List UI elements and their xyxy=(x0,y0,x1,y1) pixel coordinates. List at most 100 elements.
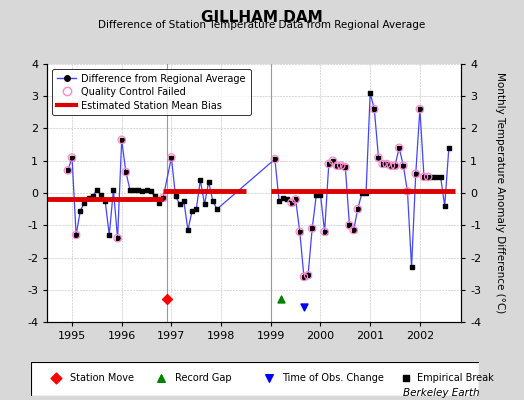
Text: Record Gap: Record Gap xyxy=(175,373,232,383)
Point xyxy=(401,375,410,382)
Point xyxy=(416,106,424,112)
Point xyxy=(316,192,325,198)
Point xyxy=(366,90,374,96)
Point xyxy=(93,186,101,193)
Point xyxy=(354,206,362,212)
Point xyxy=(411,170,420,177)
Point xyxy=(68,154,76,161)
Point xyxy=(72,232,80,238)
Point xyxy=(176,201,184,208)
Point xyxy=(370,106,378,112)
Point xyxy=(287,200,296,206)
Point xyxy=(138,188,147,194)
Point xyxy=(324,161,333,167)
Point xyxy=(283,196,291,203)
Point xyxy=(403,188,412,194)
Point xyxy=(109,186,117,193)
Legend: Difference from Regional Average, Quality Control Failed, Estimated Station Mean: Difference from Regional Average, Qualit… xyxy=(52,69,250,115)
Point xyxy=(147,188,155,194)
Point xyxy=(333,162,341,169)
Point xyxy=(122,169,130,175)
Point xyxy=(329,158,337,164)
Point xyxy=(64,167,72,174)
Point xyxy=(200,201,209,208)
Point xyxy=(395,145,403,151)
Point xyxy=(374,154,383,161)
Point xyxy=(320,228,329,235)
Point xyxy=(333,162,341,169)
Point xyxy=(420,174,428,180)
Point xyxy=(192,206,201,212)
Point xyxy=(167,154,176,161)
Point xyxy=(391,162,399,169)
Text: GILLHAM DAM: GILLHAM DAM xyxy=(201,10,323,25)
Point xyxy=(387,162,395,169)
Point xyxy=(279,195,287,201)
Point xyxy=(157,375,166,382)
Point xyxy=(329,158,337,164)
Point xyxy=(277,296,285,303)
Point xyxy=(320,228,329,235)
Point xyxy=(300,274,308,280)
Point xyxy=(101,198,110,204)
Point xyxy=(213,206,221,212)
Point xyxy=(399,162,408,169)
Point xyxy=(416,106,424,112)
Point xyxy=(445,145,453,151)
Point xyxy=(287,200,296,206)
Point xyxy=(350,227,358,233)
Point xyxy=(312,192,321,198)
Point xyxy=(420,174,428,180)
Point xyxy=(275,198,283,204)
Point xyxy=(428,174,436,180)
Point xyxy=(350,227,358,233)
Point xyxy=(105,232,114,238)
Point xyxy=(324,161,333,167)
Point xyxy=(354,206,362,212)
Point xyxy=(296,228,304,235)
Point xyxy=(308,225,316,232)
Point xyxy=(341,164,350,170)
Point xyxy=(399,162,408,169)
Point xyxy=(84,195,93,201)
Point xyxy=(52,375,60,382)
Point xyxy=(362,190,370,196)
Point xyxy=(117,136,126,143)
Point xyxy=(204,178,213,185)
Text: Difference of Station Temperature Data from Regional Average: Difference of Station Temperature Data f… xyxy=(99,20,425,30)
Point xyxy=(68,154,76,161)
Point xyxy=(80,200,89,206)
Text: Empirical Break: Empirical Break xyxy=(417,373,494,383)
Point xyxy=(378,161,387,167)
Point xyxy=(196,177,204,183)
Point xyxy=(117,136,126,143)
Point xyxy=(291,196,300,203)
Point xyxy=(383,161,391,167)
Point xyxy=(171,193,180,200)
Point xyxy=(358,190,366,196)
Point xyxy=(159,195,167,201)
Point xyxy=(155,200,163,206)
Point xyxy=(163,296,171,303)
Point xyxy=(395,145,403,151)
Point xyxy=(391,162,399,169)
Point xyxy=(304,272,312,278)
Point xyxy=(407,264,416,270)
Point xyxy=(403,188,412,194)
Point xyxy=(441,203,449,209)
Point xyxy=(296,228,304,235)
Point xyxy=(209,198,217,204)
Point xyxy=(411,170,420,177)
Y-axis label: Monthly Temperature Anomaly Difference (°C): Monthly Temperature Anomaly Difference (… xyxy=(495,72,505,314)
Point xyxy=(130,186,138,193)
Point xyxy=(126,186,134,193)
Text: Berkeley Earth: Berkeley Earth xyxy=(403,388,479,398)
Text: Time of Obs. Change: Time of Obs. Change xyxy=(282,373,384,383)
Point xyxy=(167,154,176,161)
Point xyxy=(143,186,151,193)
Point xyxy=(265,375,273,382)
Point xyxy=(345,222,354,228)
Point xyxy=(432,174,441,180)
Point xyxy=(370,106,378,112)
Point xyxy=(300,304,308,311)
